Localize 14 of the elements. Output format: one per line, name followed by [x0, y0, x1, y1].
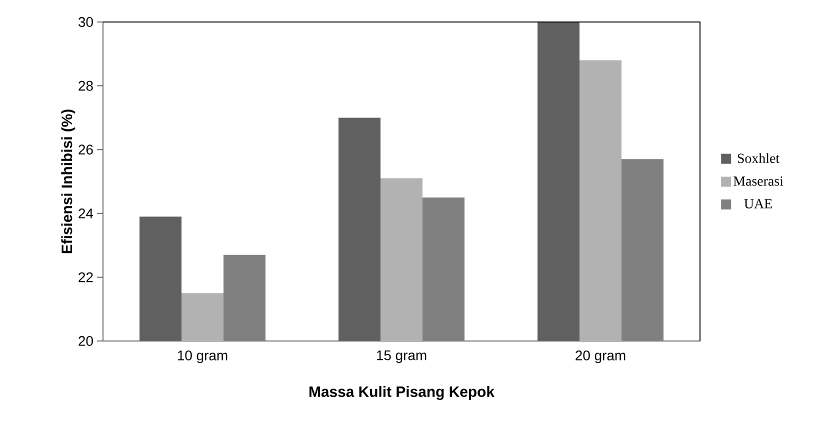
x-axis-title: Massa Kulit Pisang Kepok [309, 386, 495, 400]
y-axis-title: Efisiensi Inhibisi (%) [61, 110, 76, 254]
x-tick-label: 10 gram [178, 350, 228, 364]
x-tick-label: 20 gram [576, 350, 626, 364]
legend-label: Soxhlet [738, 153, 780, 164]
legend-label: Maserasi [734, 176, 784, 186]
y-tick-label: 28 [78, 80, 93, 91]
y-tick-label: 30 [78, 17, 93, 27]
y-tick-label: 22 [78, 272, 93, 282]
y-tick-label: 20 [78, 336, 93, 346]
y-tick-label: 24 [78, 208, 94, 218]
x-tick-label: 15 gram [376, 350, 426, 364]
y-tick-label: 26 [78, 144, 93, 155]
legend-label: UAE [744, 199, 772, 208]
